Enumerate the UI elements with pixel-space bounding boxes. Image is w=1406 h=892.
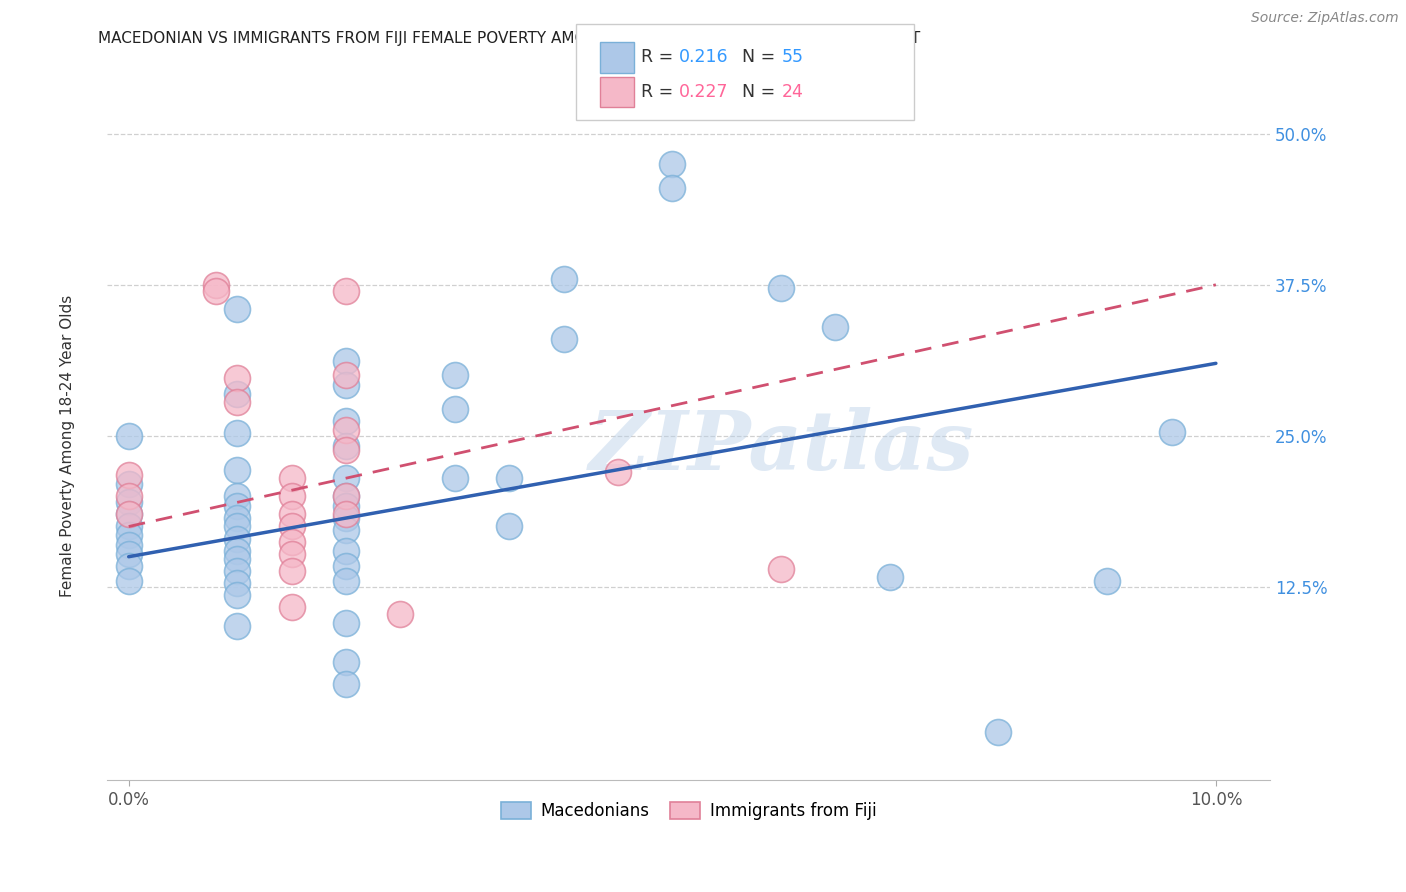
Point: [226, 463, 249, 477]
Point: [335, 511, 357, 525]
Point: [335, 354, 357, 368]
Point: [281, 508, 304, 522]
Point: [281, 489, 304, 503]
Point: [335, 676, 357, 690]
Point: [769, 562, 792, 576]
Point: [1161, 425, 1184, 440]
Point: [118, 538, 141, 552]
Text: Female Poverty Among 18-24 Year Olds: Female Poverty Among 18-24 Year Olds: [60, 295, 75, 597]
Point: [335, 559, 357, 574]
Point: [226, 618, 249, 632]
Point: [335, 655, 357, 669]
Point: [226, 426, 249, 441]
Point: [204, 284, 226, 298]
Point: [335, 378, 357, 392]
Text: R =: R =: [641, 48, 679, 67]
Text: 0.227: 0.227: [679, 83, 728, 101]
Point: [226, 576, 249, 591]
Text: Source: ZipAtlas.com: Source: ZipAtlas.com: [1251, 11, 1399, 25]
Point: [118, 495, 141, 509]
Point: [661, 181, 683, 195]
Point: [498, 471, 520, 485]
Point: [118, 489, 141, 503]
Text: R =: R =: [641, 83, 679, 101]
Point: [389, 607, 412, 621]
Point: [444, 402, 467, 417]
Point: [226, 395, 249, 409]
Point: [335, 438, 357, 452]
Point: [335, 368, 357, 383]
Point: [444, 471, 467, 485]
Point: [553, 271, 575, 285]
Point: [987, 725, 1010, 739]
Point: [281, 547, 304, 561]
Point: [226, 489, 249, 503]
Point: [226, 371, 249, 385]
Text: MACEDONIAN VS IMMIGRANTS FROM FIJI FEMALE POVERTY AMONG 18-24 YEAR OLDS CORRELAT: MACEDONIAN VS IMMIGRANTS FROM FIJI FEMAL…: [98, 31, 921, 46]
Point: [335, 423, 357, 437]
Point: [661, 157, 683, 171]
Point: [335, 471, 357, 485]
Point: [1095, 574, 1118, 588]
Point: [281, 564, 304, 578]
Point: [118, 508, 141, 522]
Point: [444, 368, 467, 383]
Point: [879, 570, 901, 584]
Point: [335, 508, 357, 522]
Point: [335, 489, 357, 503]
Point: [335, 284, 357, 298]
Point: [824, 320, 846, 334]
Point: [335, 543, 357, 558]
Point: [226, 564, 249, 578]
Point: [281, 471, 304, 485]
Point: [226, 532, 249, 546]
Point: [118, 519, 141, 533]
Text: 24: 24: [782, 83, 804, 101]
Point: [335, 443, 357, 458]
Point: [281, 519, 304, 533]
Point: [281, 535, 304, 549]
Point: [226, 552, 249, 566]
Legend: Macedonians, Immigrants from Fiji: Macedonians, Immigrants from Fiji: [494, 795, 883, 826]
Text: N =: N =: [731, 83, 780, 101]
Text: N =: N =: [731, 48, 780, 67]
Point: [606, 465, 628, 479]
Point: [118, 574, 141, 588]
Point: [226, 543, 249, 558]
Point: [226, 588, 249, 602]
Text: ZIPatlas: ZIPatlas: [589, 407, 974, 487]
Text: 55: 55: [782, 48, 804, 67]
Point: [335, 523, 357, 537]
Point: [335, 414, 357, 428]
Point: [335, 574, 357, 588]
Point: [226, 301, 249, 316]
Point: [118, 559, 141, 574]
Point: [226, 386, 249, 401]
Point: [281, 600, 304, 615]
Point: [335, 489, 357, 503]
Point: [226, 519, 249, 533]
Point: [118, 477, 141, 491]
Point: [335, 616, 357, 631]
Point: [118, 547, 141, 561]
Point: [118, 429, 141, 443]
Point: [118, 467, 141, 482]
Point: [204, 277, 226, 292]
Point: [335, 499, 357, 513]
Point: [769, 281, 792, 295]
Text: 0.216: 0.216: [679, 48, 728, 67]
Point: [553, 332, 575, 346]
Point: [118, 508, 141, 522]
Point: [498, 519, 520, 533]
Point: [226, 511, 249, 525]
Point: [226, 499, 249, 513]
Point: [118, 528, 141, 542]
